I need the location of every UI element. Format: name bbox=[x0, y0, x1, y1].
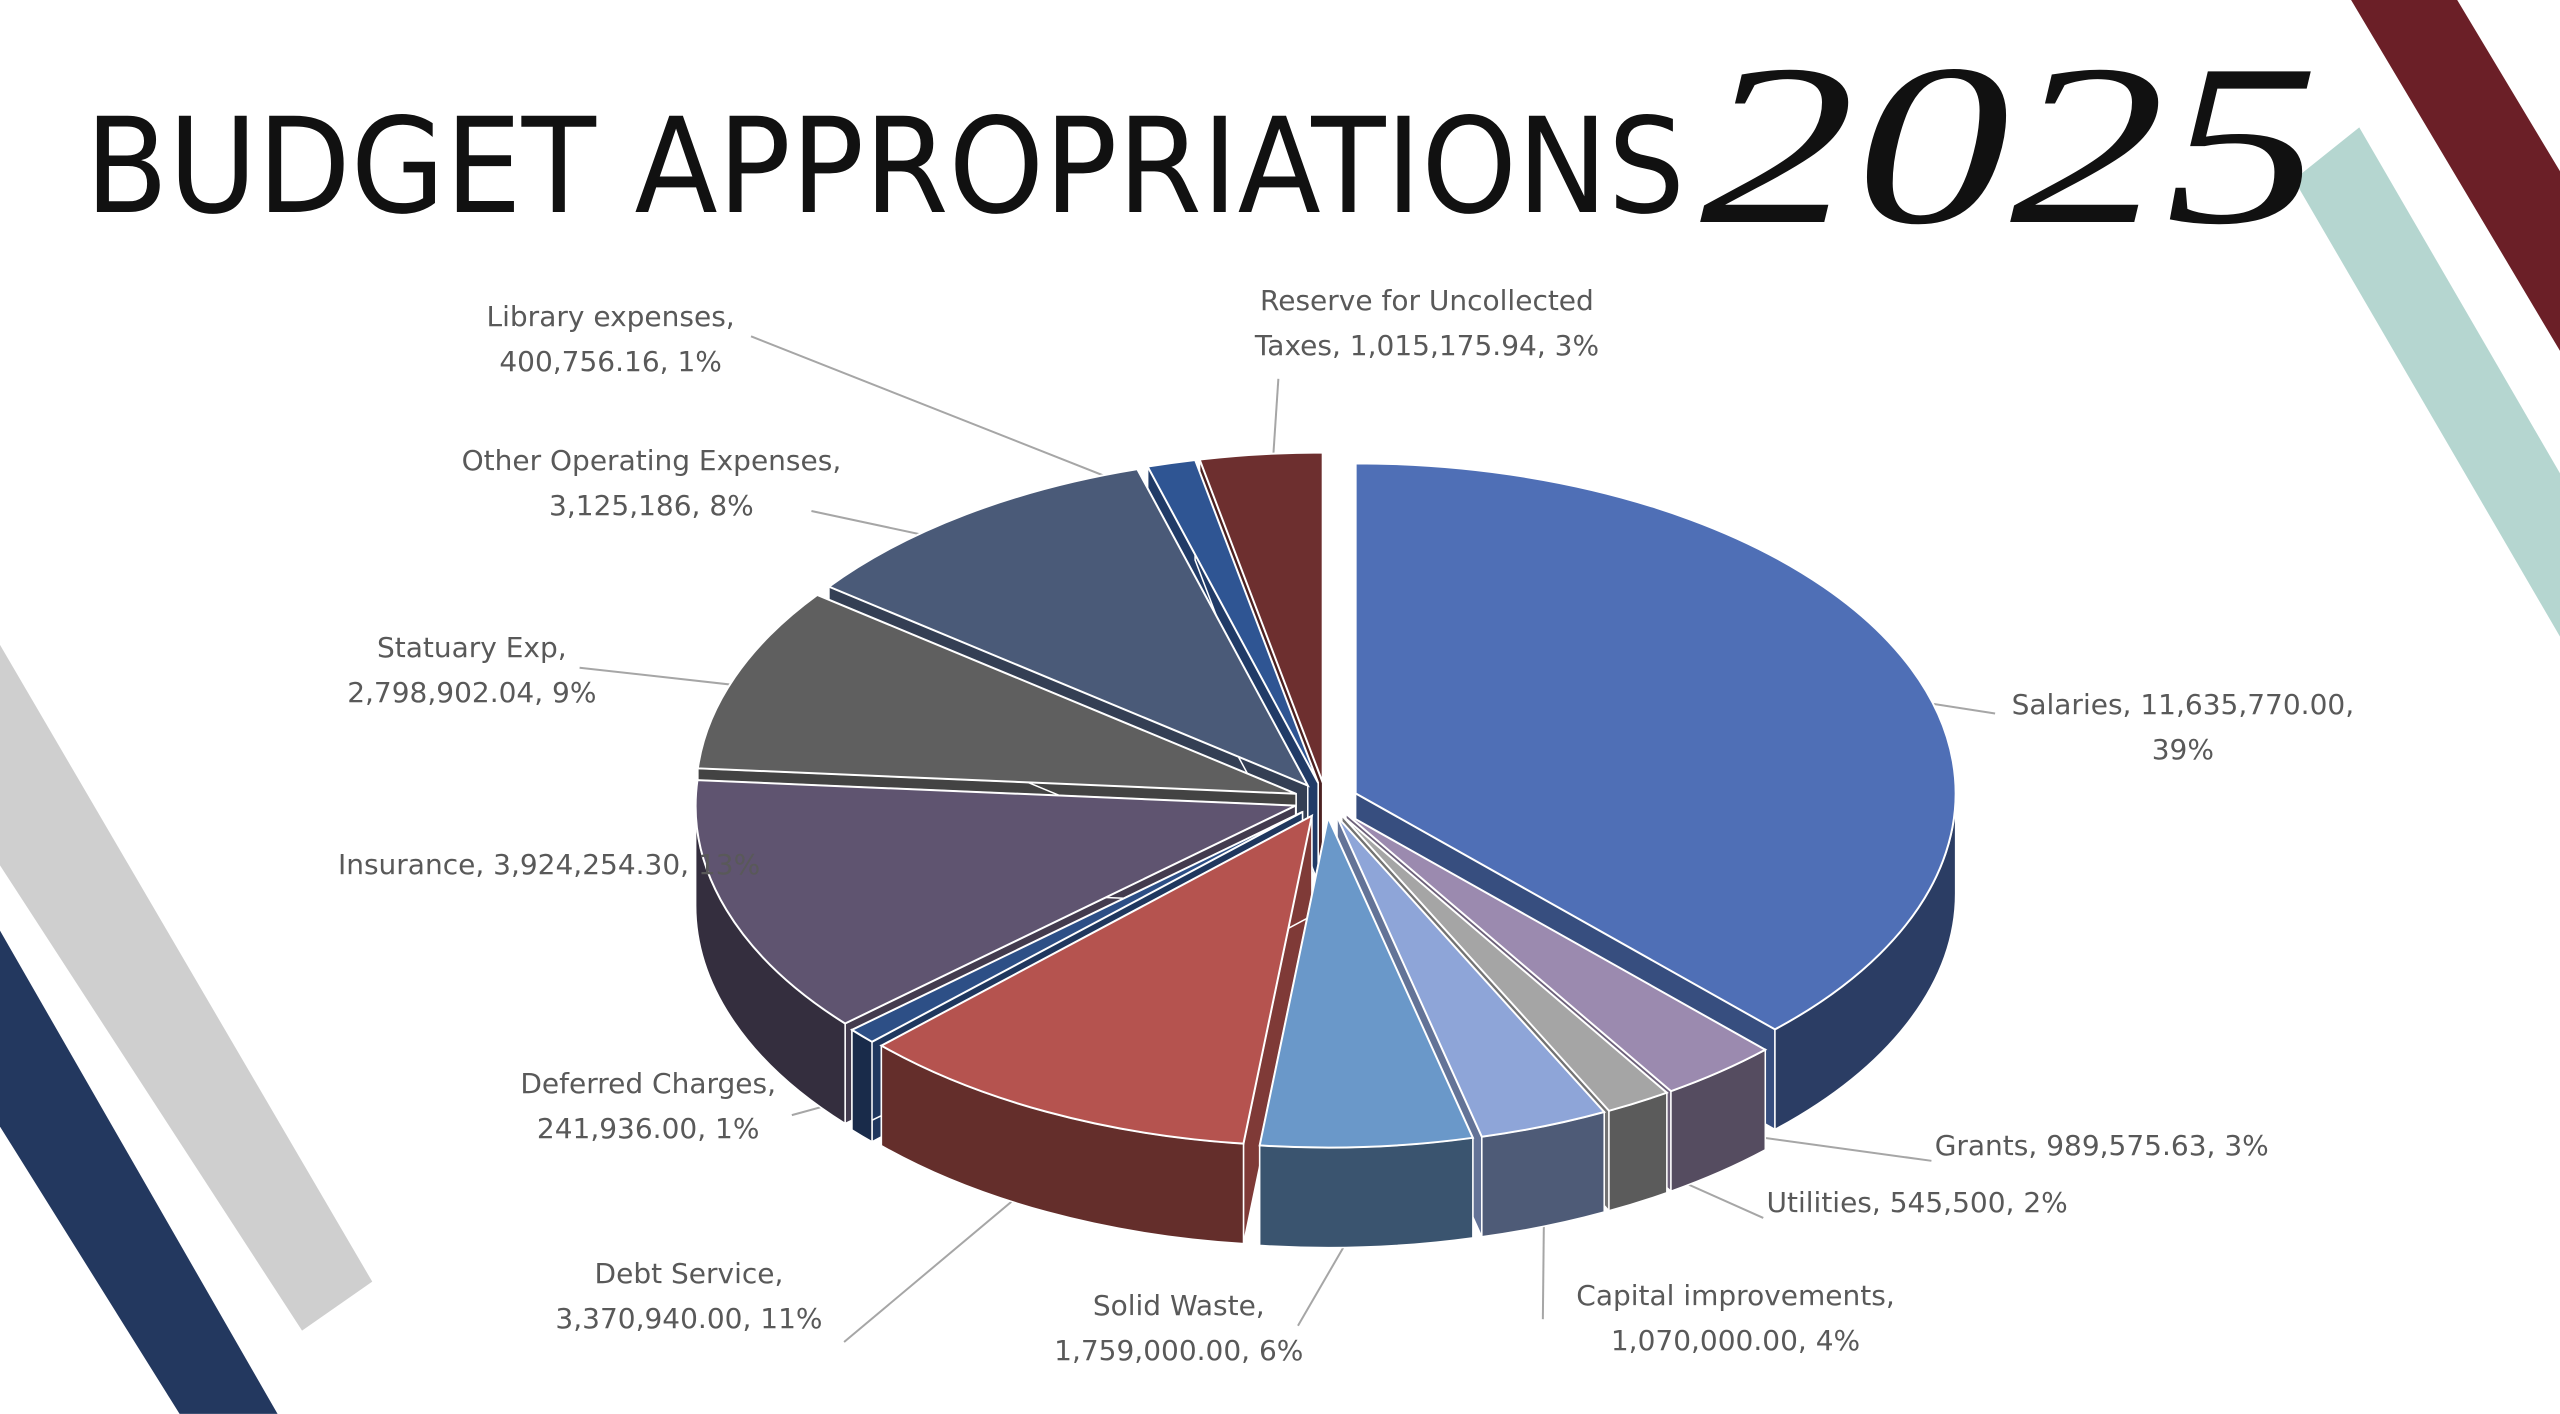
label-separator: , bbox=[475, 848, 494, 882]
label-separator: , bbox=[691, 488, 710, 522]
label-separator: , bbox=[1241, 1334, 1259, 1368]
label-separator: , bbox=[2122, 688, 2141, 722]
label-separator: , bbox=[774, 1256, 784, 1290]
data-label: Library expenses, 400,756.16, 1% bbox=[487, 294, 735, 384]
data-label: Other Operating Expenses, 3,125,186, 8% bbox=[462, 438, 842, 528]
label-category: Utilities bbox=[1766, 1186, 1872, 1220]
label-separator: , bbox=[1871, 1186, 1890, 1220]
slice bbox=[1258, 814, 1475, 1149]
data-label: Capital improvements, 1,070,000.00, 4% bbox=[1576, 1273, 1894, 1363]
label-value: 400,756.16 bbox=[499, 344, 660, 378]
label-category: Reserve for Uncollected Taxes bbox=[1254, 283, 1594, 362]
slice bbox=[849, 811, 1303, 1043]
label-separator: , bbox=[2005, 1186, 2024, 1220]
slice-side bbox=[1608, 1091, 1668, 1212]
slice bbox=[1341, 814, 1669, 1112]
label-value: 241,936.00 bbox=[536, 1112, 698, 1146]
slice-side bbox=[1258, 1136, 1474, 1249]
label-percent: 9% bbox=[552, 676, 597, 710]
label-value: 11,635,770.00 bbox=[2140, 688, 2346, 722]
label-separator: , bbox=[1885, 1279, 1895, 1313]
data-label: Salaries, 11,635,770.00, 39% bbox=[2012, 682, 2355, 772]
slice bbox=[696, 593, 1297, 795]
label-percent: 2% bbox=[2023, 1186, 2068, 1220]
stripe bbox=[0, 930, 278, 1414]
slice bbox=[826, 468, 1310, 788]
stripe bbox=[2293, 127, 2560, 637]
data-label: Statuary Exp, 2,798,902.04, 9% bbox=[347, 625, 596, 715]
label-value: 1,070,000.00 bbox=[1610, 1324, 1798, 1358]
data-label: Insurance, 3,924,254.30, 13% bbox=[338, 842, 760, 887]
label-separator: , bbox=[680, 848, 698, 882]
slice bbox=[1345, 812, 1768, 1093]
label-category: Other Operating Expenses bbox=[461, 443, 833, 477]
label-category: Insurance bbox=[337, 848, 476, 882]
label-category: Grants bbox=[1934, 1129, 2029, 1163]
label-percent: 13% bbox=[697, 848, 761, 882]
label-separator: , bbox=[534, 676, 553, 710]
label-value: 3,125,186 bbox=[549, 488, 692, 522]
data-label: Debt Service, 3,370,940.00, 11% bbox=[555, 1251, 822, 1341]
label-separator: , bbox=[1797, 1324, 1816, 1358]
label-value: 2,798,902.04 bbox=[347, 676, 535, 710]
label-value: 545,500 bbox=[1889, 1186, 2006, 1220]
label-category: Salaries bbox=[2011, 688, 2123, 722]
slice bbox=[1146, 458, 1320, 784]
label-separator: , bbox=[725, 299, 735, 333]
data-label: Utilities, 545,500, 2% bbox=[1767, 1180, 2068, 1225]
label-separator: , bbox=[2028, 1129, 2047, 1163]
label-separator: , bbox=[1331, 328, 1350, 362]
slice bbox=[1336, 815, 1607, 1138]
stripe bbox=[2351, 0, 2560, 351]
label-separator: , bbox=[697, 1112, 716, 1146]
slice-side bbox=[851, 1028, 873, 1144]
year: 2025 bbox=[1700, 17, 2320, 272]
label-value: 3,370,940.00 bbox=[555, 1301, 743, 1335]
title: BUDGET APPROPRIATIONS bbox=[85, 90, 1685, 244]
label-category: Statuary Exp bbox=[376, 631, 558, 665]
label-percent: 11% bbox=[760, 1301, 823, 1335]
label-value: 1,759,000.00 bbox=[1054, 1334, 1242, 1368]
label-separator: , bbox=[2345, 688, 2355, 722]
slice bbox=[1354, 462, 1957, 1031]
data-label: Grants, 989,575.63, 3% bbox=[1935, 1123, 2269, 1168]
label-separator: , bbox=[2206, 1129, 2225, 1163]
label-value: 3,924,254.30 bbox=[493, 848, 681, 882]
label-category: Library expenses bbox=[486, 299, 726, 333]
label-category: Capital improvements bbox=[1576, 1279, 1886, 1313]
label-percent: 8% bbox=[709, 488, 754, 522]
label-value: 989,575.63 bbox=[2046, 1129, 2207, 1163]
label-separator: , bbox=[1536, 328, 1555, 362]
label-separator: , bbox=[742, 1301, 761, 1335]
label-separator: , bbox=[832, 443, 842, 477]
label-separator: , bbox=[659, 344, 678, 378]
label-category: Solid Waste bbox=[1092, 1289, 1256, 1323]
label-separator: , bbox=[1255, 1289, 1265, 1323]
slice bbox=[1198, 451, 1324, 783]
label-value: 1,015,175.94 bbox=[1349, 328, 1537, 362]
label-percent: 1% bbox=[715, 1112, 760, 1146]
label-percent: 3% bbox=[2224, 1129, 2269, 1163]
label-percent: 39% bbox=[2151, 733, 2214, 767]
label-percent: 4% bbox=[1815, 1324, 1861, 1358]
label-category: Deferred Charges bbox=[520, 1067, 768, 1101]
label-category: Debt Service bbox=[594, 1256, 775, 1290]
pie bbox=[694, 451, 1957, 1249]
data-label: Deferred Charges, 241,936.00, 1% bbox=[520, 1061, 776, 1151]
stripe bbox=[0, 644, 373, 1331]
label-percent: 6% bbox=[1258, 1334, 1304, 1368]
label-separator: , bbox=[767, 1067, 776, 1101]
slice bbox=[694, 779, 1297, 1025]
slice bbox=[879, 813, 1314, 1145]
data-label: Reserve for Uncollected Taxes, 1,015,175… bbox=[1231, 278, 1623, 368]
label-separator: , bbox=[557, 631, 567, 665]
data-label: Solid Waste, 1,759,000.00, 6% bbox=[1054, 1283, 1303, 1373]
label-percent: 1% bbox=[677, 344, 722, 378]
label-percent: 3% bbox=[1554, 328, 1600, 362]
